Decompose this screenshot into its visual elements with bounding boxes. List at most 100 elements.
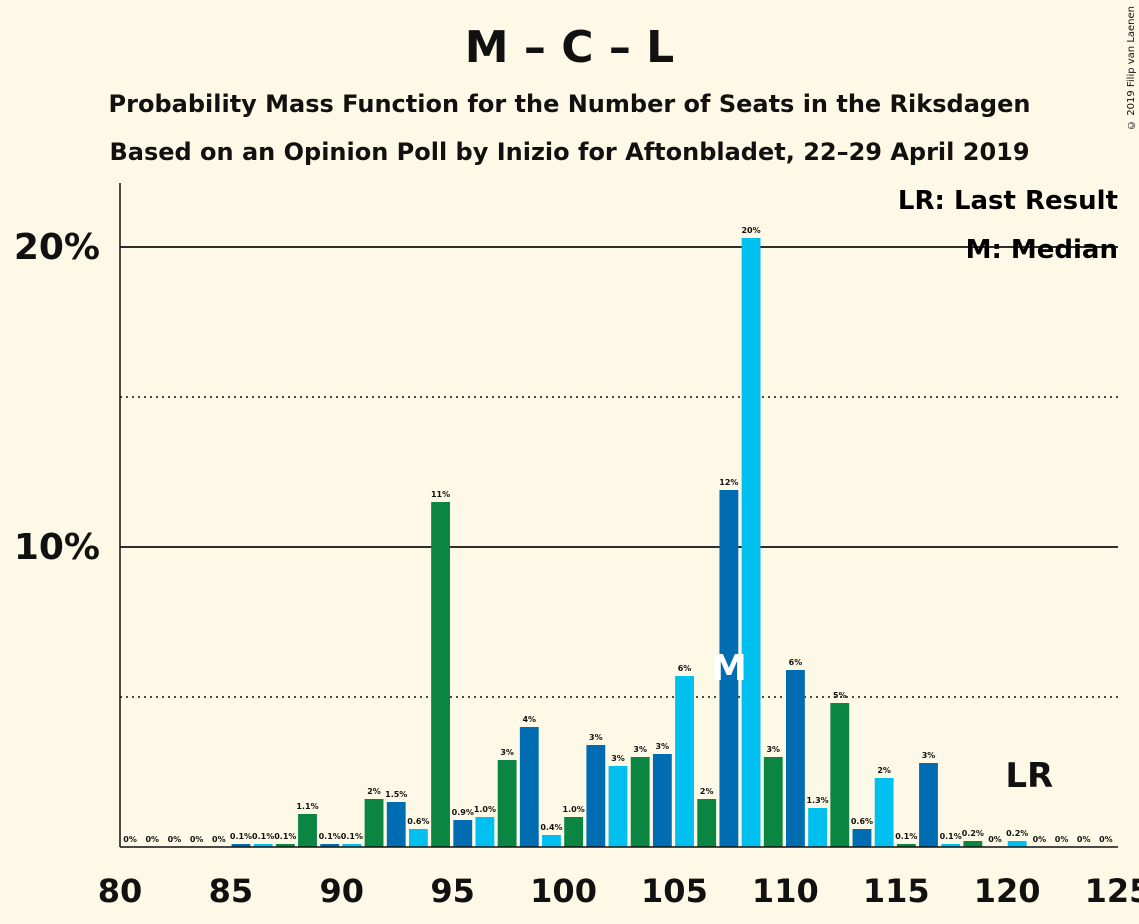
y-tick-20: 20% xyxy=(14,227,100,268)
x-tick-95: 95 xyxy=(430,872,475,910)
chart-subtitle: Probability Mass Function for the Number… xyxy=(108,90,1031,118)
bar-109 xyxy=(763,757,783,847)
bar-86 xyxy=(253,844,273,847)
x-tick-90: 90 xyxy=(320,872,365,910)
bar-102 xyxy=(608,766,628,847)
bar-106 xyxy=(697,799,717,847)
bar-label-116: 3% xyxy=(922,751,936,760)
bar-label-111: 1.3% xyxy=(807,796,829,805)
bar-label-106: 2% xyxy=(700,787,714,796)
bar-label-108: 20% xyxy=(741,226,760,235)
y-tick-10: 10% xyxy=(14,527,100,568)
x-tick-85: 85 xyxy=(209,872,254,910)
bar-90 xyxy=(342,844,362,847)
bar-89 xyxy=(320,844,340,847)
x-tick-105: 105 xyxy=(641,872,708,910)
bar-label-85: 0.1% xyxy=(230,832,252,841)
bar-101 xyxy=(586,745,606,847)
bar-label-99: 0.4% xyxy=(540,823,562,832)
bar-label-118: 0.2% xyxy=(962,829,984,838)
bar-labels: 0% 0% 0% 0% 0% 0.1% 0.1% 0.1%1.1%0.1% 0.1%2% 1.5%… xyxy=(123,226,1112,844)
bar-117 xyxy=(941,844,961,847)
bar-108 xyxy=(741,238,761,847)
x-tick-115: 115 xyxy=(863,872,930,910)
bar-label-113: 0.6% xyxy=(851,817,873,826)
bar-label-104: 3% xyxy=(656,742,670,751)
bar-label-122: 0% xyxy=(1055,835,1069,844)
x-tick-100: 100 xyxy=(530,872,597,910)
bar-label-93: 0.6% xyxy=(407,817,429,826)
bar-label-119: 0% xyxy=(988,835,1002,844)
bar-98 xyxy=(519,727,539,847)
bar-label-101: 3% xyxy=(589,733,603,742)
bar-113 xyxy=(852,829,872,847)
x-tick-120: 120 xyxy=(974,872,1041,910)
x-tick-110: 110 xyxy=(752,872,819,910)
bar-label-123: 0% xyxy=(1077,835,1091,844)
bar-105 xyxy=(675,676,694,847)
bar-112 xyxy=(830,703,850,847)
bar-label-103: 3% xyxy=(633,745,647,754)
bar-label-90: 0.1% xyxy=(341,832,363,841)
bar-label-124: 0% xyxy=(1099,835,1113,844)
bar-115 xyxy=(896,844,916,847)
chart-subtitle-2: Based on an Opinion Poll by Inizio for A… xyxy=(109,138,1030,166)
bar-94 xyxy=(431,502,451,847)
bar-label-107: 12% xyxy=(719,478,738,487)
bar-label-117: 0.1% xyxy=(940,832,962,841)
bar-label-91: 2% xyxy=(367,787,381,796)
bar-label-97: 3% xyxy=(500,748,514,757)
bar-label-105: 6% xyxy=(678,664,692,673)
bar-88 xyxy=(298,814,317,847)
bar-label-100: 1.0% xyxy=(563,805,585,814)
gridlines xyxy=(120,246,1118,698)
bar-label-114: 2% xyxy=(877,766,891,775)
bar-label-96: 1.0% xyxy=(474,805,496,814)
bar-93 xyxy=(408,829,428,847)
bar-label-80: 0% xyxy=(123,835,137,844)
median-marker: M xyxy=(711,648,747,689)
bar-label-120: 0.2% xyxy=(1006,829,1028,838)
bar-87 xyxy=(275,844,295,847)
x-tick-80: 80 xyxy=(98,872,143,910)
bar-97 xyxy=(497,760,517,847)
bar-114 xyxy=(874,778,894,847)
legend-last-result: LR: Last Result xyxy=(898,186,1118,216)
bar-label-115: 0.1% xyxy=(895,832,917,841)
bar-103 xyxy=(630,757,650,847)
last-result-marker: LR xyxy=(1005,756,1053,796)
bar-label-92: 1.5% xyxy=(385,790,407,799)
bar-label-121: 0% xyxy=(1033,835,1047,844)
chart-title: M – C – L xyxy=(464,22,675,73)
bar-label-102: 3% xyxy=(611,754,625,763)
bar-95 xyxy=(453,820,473,847)
bar-label-110: 6% xyxy=(789,658,803,667)
bar-118 xyxy=(963,841,983,847)
bar-92 xyxy=(386,802,406,847)
bar-label-83: 0% xyxy=(190,835,204,844)
axes: 80 85 90 95 100 105 110 115 120 125 10% 20% xyxy=(14,183,1139,910)
bar-100 xyxy=(564,817,584,847)
bar-104 xyxy=(652,754,672,847)
bar-label-95: 0.9% xyxy=(452,808,474,817)
bar-label-89: 0.1% xyxy=(319,832,341,841)
bar-91 xyxy=(364,799,384,847)
x-tick-125: 125 xyxy=(1085,872,1139,910)
bar-label-112: 5% xyxy=(833,691,847,700)
bar-label-109: 3% xyxy=(766,745,780,754)
bar-label-81: 0% xyxy=(145,835,159,844)
bar-label-98: 4% xyxy=(522,715,536,724)
bar-label-94: 11% xyxy=(431,490,450,499)
bar-111 xyxy=(808,808,828,847)
bar-110 xyxy=(785,670,805,847)
bar-96 xyxy=(475,817,495,847)
bar-label-86: 0.1% xyxy=(252,832,274,841)
bar-label-82: 0% xyxy=(168,835,182,844)
bar-116 xyxy=(919,763,938,847)
legend-median: M: Median xyxy=(966,235,1118,265)
bar-107 xyxy=(719,490,739,847)
bar-120 xyxy=(1007,841,1027,847)
bar-99 xyxy=(542,835,561,847)
bar-label-84: 0% xyxy=(212,835,226,844)
